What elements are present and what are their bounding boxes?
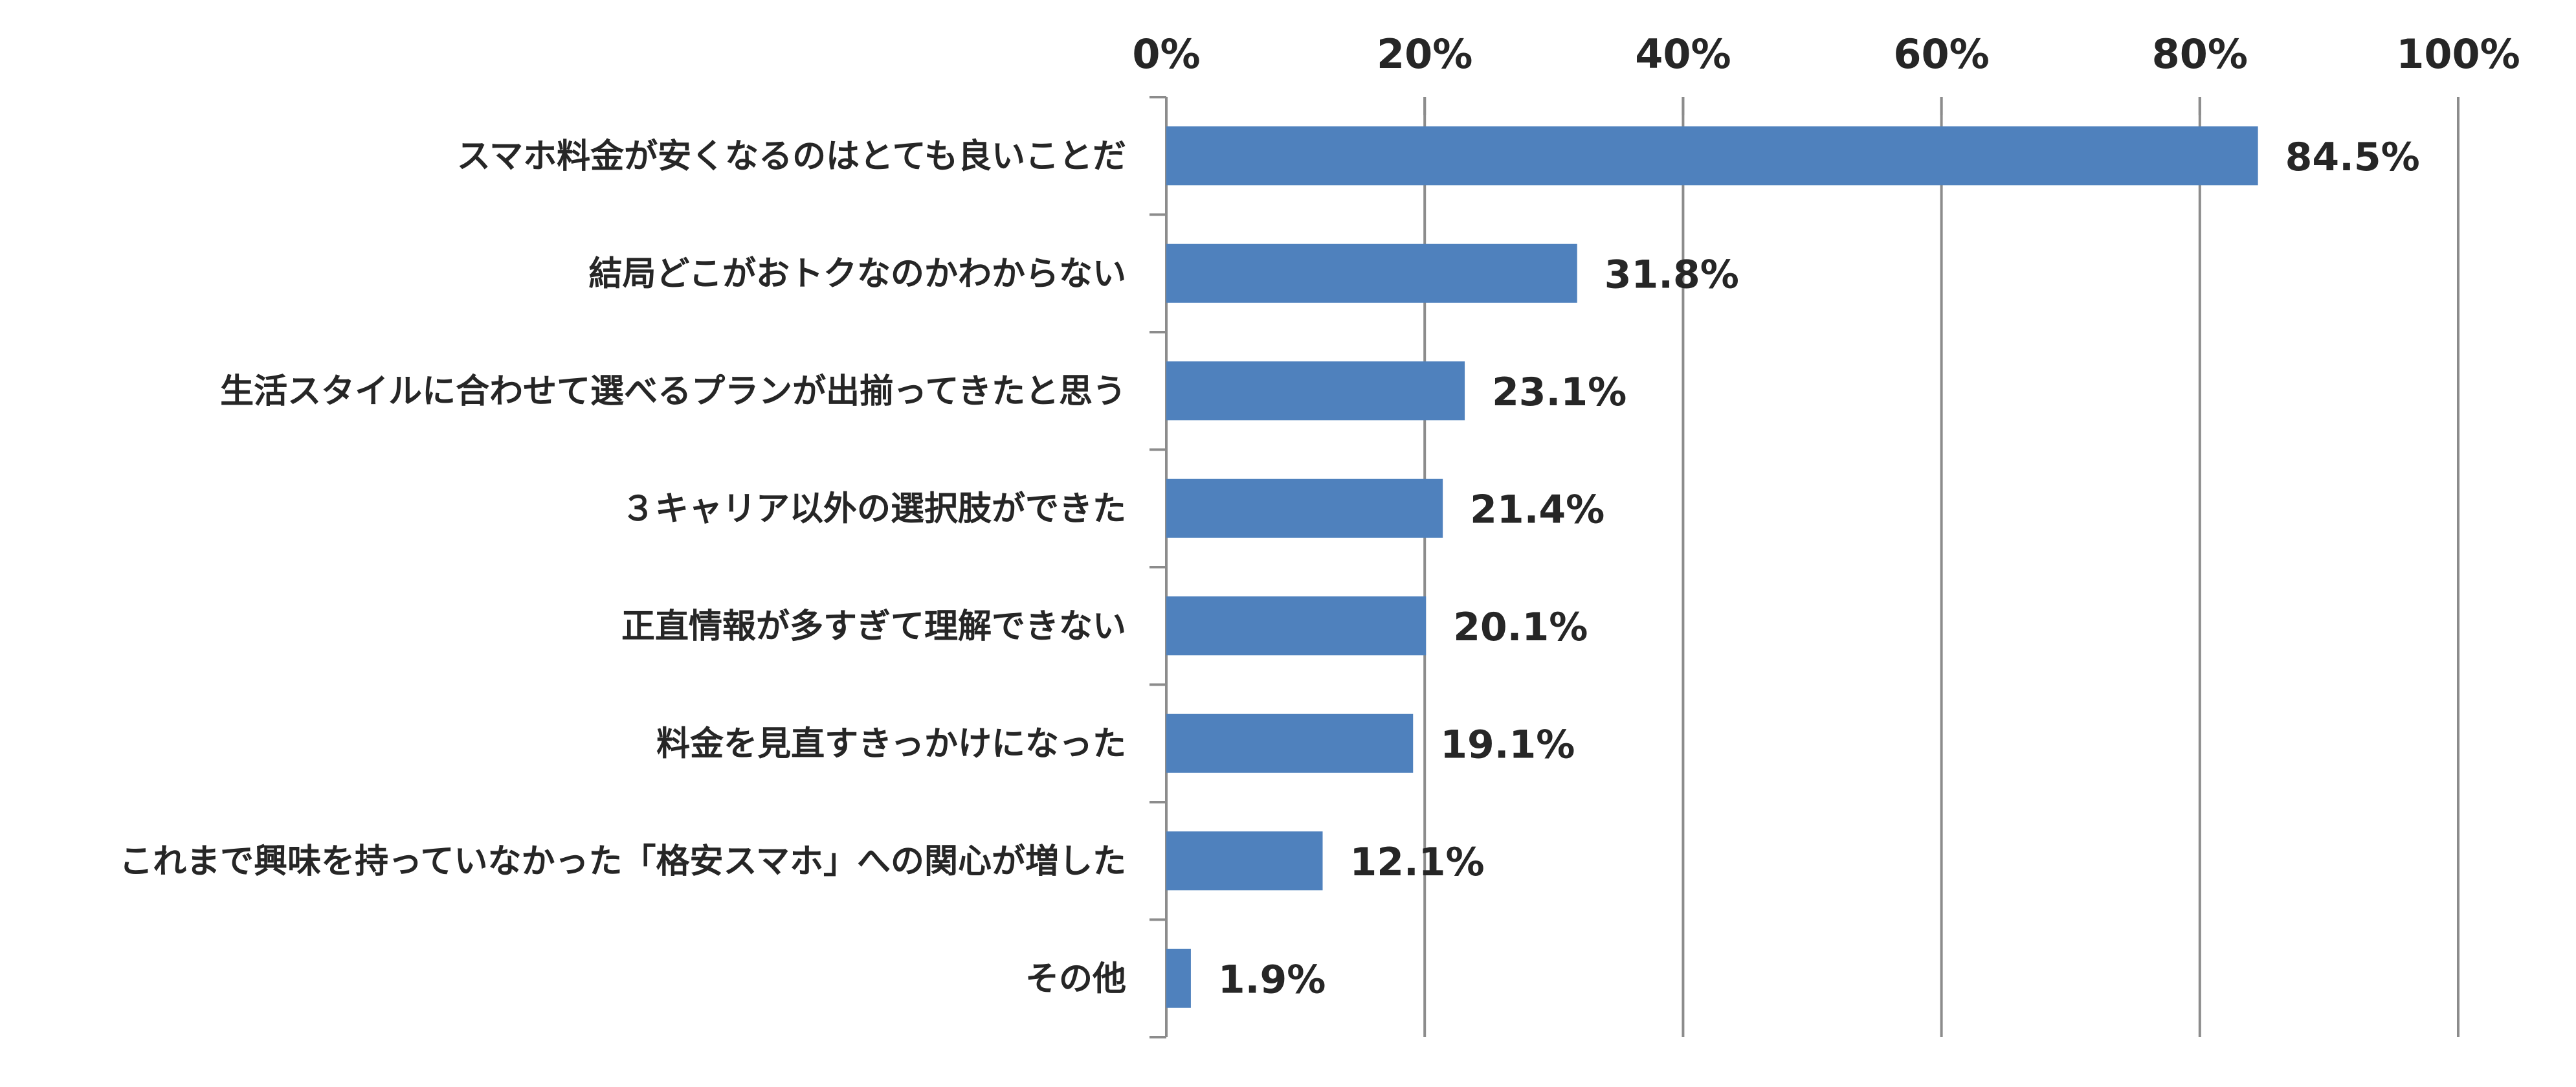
x-tick-label: 20% xyxy=(1377,30,1472,78)
x-tick-labels: 0% 20% 40% 60% 80% 100% xyxy=(1132,30,2520,78)
category-label: 料金を見直すきっかけになった xyxy=(656,724,1126,763)
category-label: 結局どこがおトクなのかわからない xyxy=(589,254,1126,293)
category-labels: スマホ料金が安くなるのはとても良いことだ結局どこがおトクなのかわからない生活スタ… xyxy=(119,137,1126,999)
category-label: これまで興味を持っていなかった「格安スマホ」への関心が増した xyxy=(119,842,1126,881)
value-labels: 84.5% 31.8% 23.1% 21.4% 20.1% 19.1% 12.1% 1.9% xyxy=(1218,135,2420,1003)
category-label: スマホ料金が安くなるのはとても良いことだ xyxy=(457,137,1126,176)
bars xyxy=(1166,126,2258,1008)
bar xyxy=(1166,243,1577,303)
bar xyxy=(1166,126,2258,186)
x-tick-label: 0% xyxy=(1132,30,1200,78)
category-label: その他 xyxy=(1025,959,1126,998)
x-tick-label: 60% xyxy=(1893,30,1989,78)
category-label: ３キャリア以外の選択肢ができた xyxy=(621,489,1126,528)
bar xyxy=(1166,948,1191,1008)
x-tick-label: 40% xyxy=(1635,30,1731,78)
value-label: 23.1% xyxy=(1492,370,1627,415)
bar xyxy=(1166,596,1427,656)
bar xyxy=(1166,478,1443,538)
category-axis xyxy=(1149,96,1168,1038)
category-label: 生活スタイルに合わせて選べるプランが出揃ってきたと思う xyxy=(220,372,1126,411)
value-label: 12.1% xyxy=(1350,840,1485,885)
bar xyxy=(1166,361,1465,421)
x-tick-label: 80% xyxy=(2152,30,2248,78)
value-label: 84.5% xyxy=(2285,135,2420,180)
bar xyxy=(1166,831,1323,891)
value-label: 21.4% xyxy=(1470,487,1604,532)
value-label: 1.9% xyxy=(1218,957,1326,1002)
value-label: 31.8% xyxy=(1604,252,1739,297)
value-label: 20.1% xyxy=(1453,605,1588,650)
value-label: 19.1% xyxy=(1440,722,1575,767)
gridlines xyxy=(1165,97,2459,1037)
bar xyxy=(1166,713,1414,773)
category-label: 正直情報が多すぎて理解できない xyxy=(621,607,1126,646)
x-tick-label: 100% xyxy=(2396,30,2520,78)
